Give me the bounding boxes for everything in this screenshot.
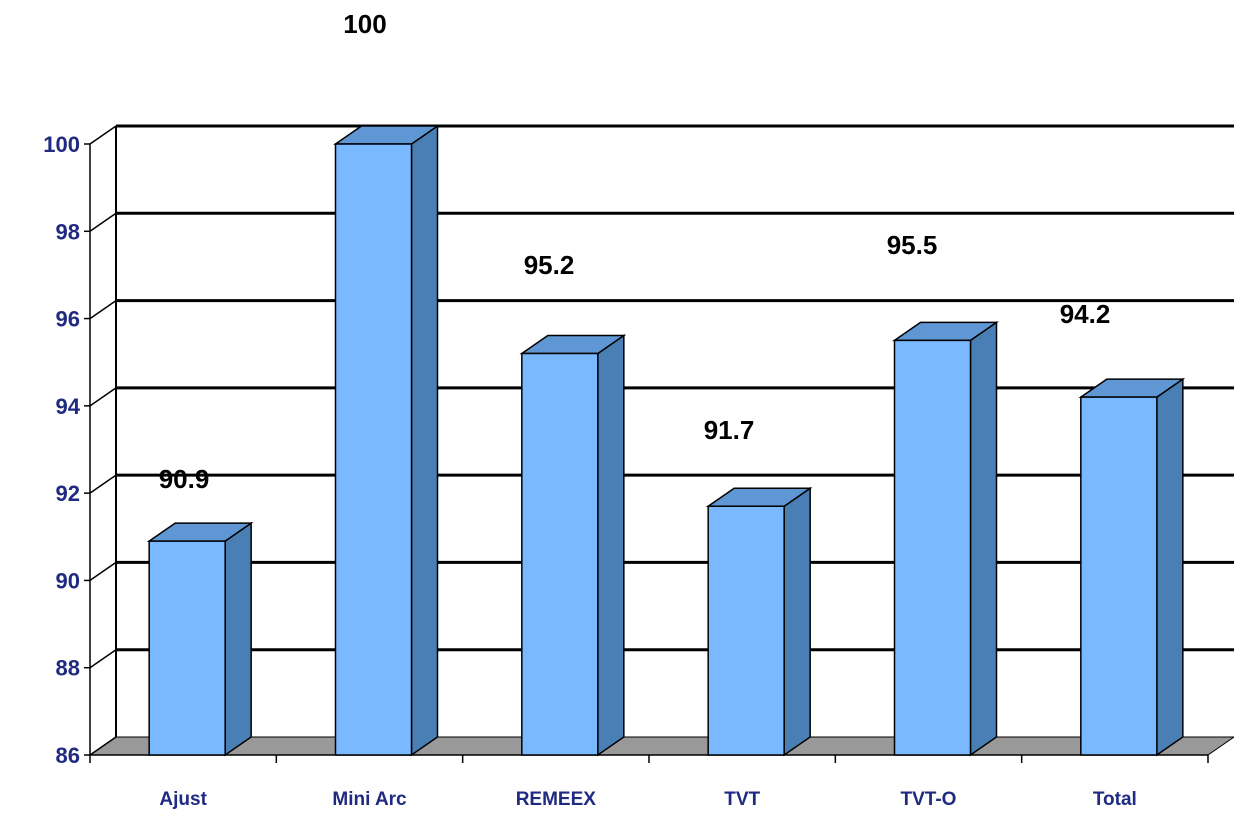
x-tick-label: TVT (724, 789, 760, 810)
y-tick-label: 88 (56, 656, 80, 681)
y-tick-label: 96 (56, 307, 80, 332)
x-tick-label: Total (1093, 789, 1137, 810)
wall-gridline (89, 561, 117, 582)
x-tick-label: Mini Arc (332, 789, 407, 810)
x-tick-label: TVT-O (901, 789, 957, 810)
data-label: 95.2 (524, 250, 575, 280)
bar-side (224, 521, 252, 757)
bar-side (410, 124, 439, 757)
bar-front (521, 352, 599, 756)
bar-front (334, 143, 413, 756)
wall-gridline (89, 387, 117, 407)
y-tick-label: 94 (56, 394, 81, 419)
bar-front (707, 505, 785, 756)
bar (705, 486, 813, 757)
bar (146, 521, 254, 757)
y-tick-label: 90 (56, 568, 80, 593)
bar-front (148, 540, 226, 756)
data-label: 100 (343, 9, 386, 39)
data-label: 94.2 (1060, 299, 1111, 329)
wall-gridline (89, 299, 117, 320)
data-label: 95.5 (887, 230, 938, 260)
y-tick-label: 98 (56, 219, 80, 244)
y-tick-label: 86 (56, 743, 80, 768)
y-tick-label: 92 (56, 481, 80, 506)
wall-gridline (89, 649, 117, 669)
x-tick-label: Ajust (159, 789, 207, 810)
bar (519, 334, 627, 757)
bar (892, 320, 999, 757)
bar-front (893, 339, 972, 756)
data-label: 90.9 (159, 464, 210, 494)
data-label: 91.7 (704, 415, 755, 445)
bar-side (969, 320, 998, 757)
bar-front (1080, 396, 1158, 756)
wall-gridline (89, 474, 117, 494)
bar-side (597, 334, 625, 757)
bars (146, 124, 1186, 757)
chart-floor (88, 736, 1234, 756)
data-labels: 90.9 100 95.2 91.7 95.5 94.2 (159, 9, 1111, 494)
wall-gridline (89, 125, 117, 145)
bar (333, 124, 440, 757)
wall-gridline (89, 736, 117, 756)
bar (1078, 377, 1186, 757)
y-tick-label: 100 (43, 132, 80, 157)
wall-gridline (89, 212, 117, 232)
axes: 86 88 90 92 94 96 98 100 Ajust Mini Arc REMEEX TVT T… (43, 126, 1209, 810)
x-tick-label: REMEEX (516, 789, 597, 810)
bar-side (783, 486, 811, 757)
gridlines (88, 124, 1234, 756)
bar-side (1156, 377, 1184, 757)
